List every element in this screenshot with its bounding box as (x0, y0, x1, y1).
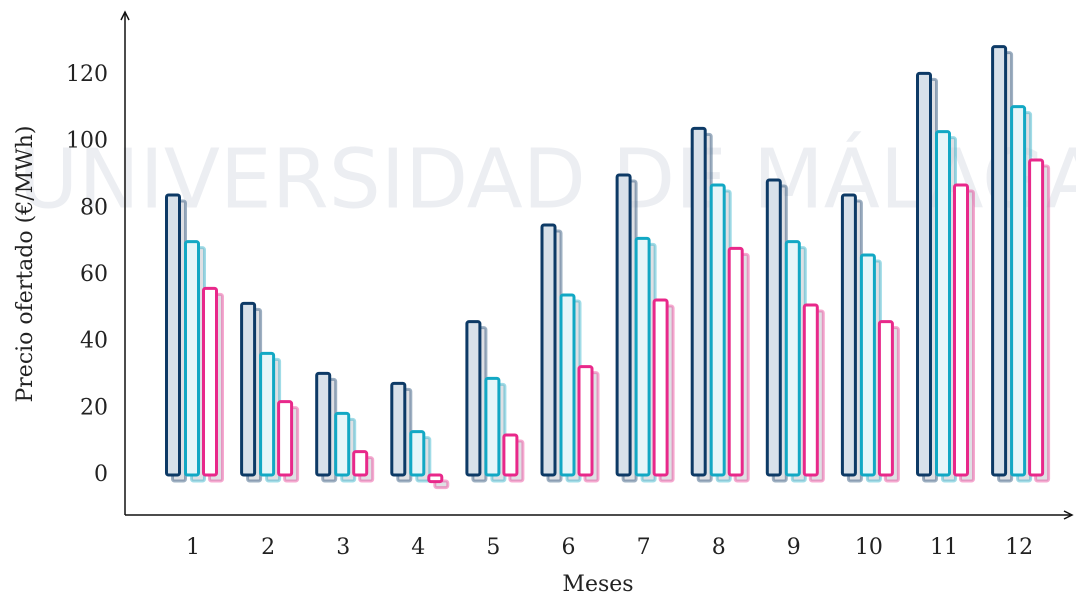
bar (165, 193, 181, 477)
bar (840, 193, 857, 477)
x-tick-label: 7 (637, 535, 651, 560)
bar (877, 320, 894, 477)
bar (935, 130, 951, 477)
x-tick-label: 11 (930, 535, 958, 560)
y-tick-label: 100 (66, 129, 108, 154)
y-tick-label: 120 (66, 62, 108, 87)
bar (334, 411, 351, 477)
bar (634, 236, 651, 477)
x-tick-label: 4 (411, 535, 425, 560)
bar (859, 253, 876, 477)
bar (765, 178, 782, 477)
bar (953, 183, 969, 477)
x-tick-label: 5 (486, 535, 500, 560)
bar (916, 71, 932, 477)
bar (652, 298, 669, 477)
bar (991, 45, 1008, 477)
bar (277, 400, 294, 477)
bar (559, 293, 576, 477)
x-tick-label: 6 (562, 535, 576, 560)
bar (540, 223, 557, 477)
bar (502, 433, 519, 477)
y-tick-label: 40 (80, 329, 108, 354)
bar (615, 173, 632, 477)
x-tick-label: 10 (855, 535, 883, 560)
x-tick-label: 12 (1005, 535, 1033, 560)
bar (802, 303, 819, 477)
x-axis-arrow (1063, 510, 1074, 520)
y-axis-arrow (120, 10, 130, 21)
x-tick-label: 9 (787, 535, 801, 560)
y-tick-label: 0 (94, 462, 108, 487)
bar (727, 246, 744, 477)
bar (465, 320, 482, 477)
bar (259, 351, 276, 477)
bar (184, 240, 200, 477)
y-axis-label: Precio ofertado (€/MWh) (13, 125, 38, 402)
bar (202, 286, 218, 477)
bar (577, 365, 594, 477)
bar (390, 381, 407, 477)
bar (784, 240, 801, 477)
bar (240, 301, 257, 477)
bar (709, 183, 726, 477)
bar (352, 450, 369, 477)
y-tick-label: 60 (80, 262, 108, 287)
y-tick-label: 80 (80, 195, 108, 220)
y-tick-label: 20 (80, 395, 108, 420)
bar (1010, 105, 1027, 477)
x-tick-label: 3 (336, 535, 350, 560)
bar (409, 430, 426, 477)
x-tick-label: 1 (186, 535, 200, 560)
x-tick-label: 8 (712, 535, 726, 560)
bar (484, 376, 501, 477)
x-axis-label: Meses (562, 572, 633, 597)
bar (690, 126, 707, 477)
watermark: UNIVERSIDAD DE MÁLAGA (18, 131, 1076, 227)
bar (427, 473, 444, 484)
bar (315, 371, 332, 477)
bar (1028, 158, 1045, 477)
x-tick-label: 2 (261, 535, 275, 560)
